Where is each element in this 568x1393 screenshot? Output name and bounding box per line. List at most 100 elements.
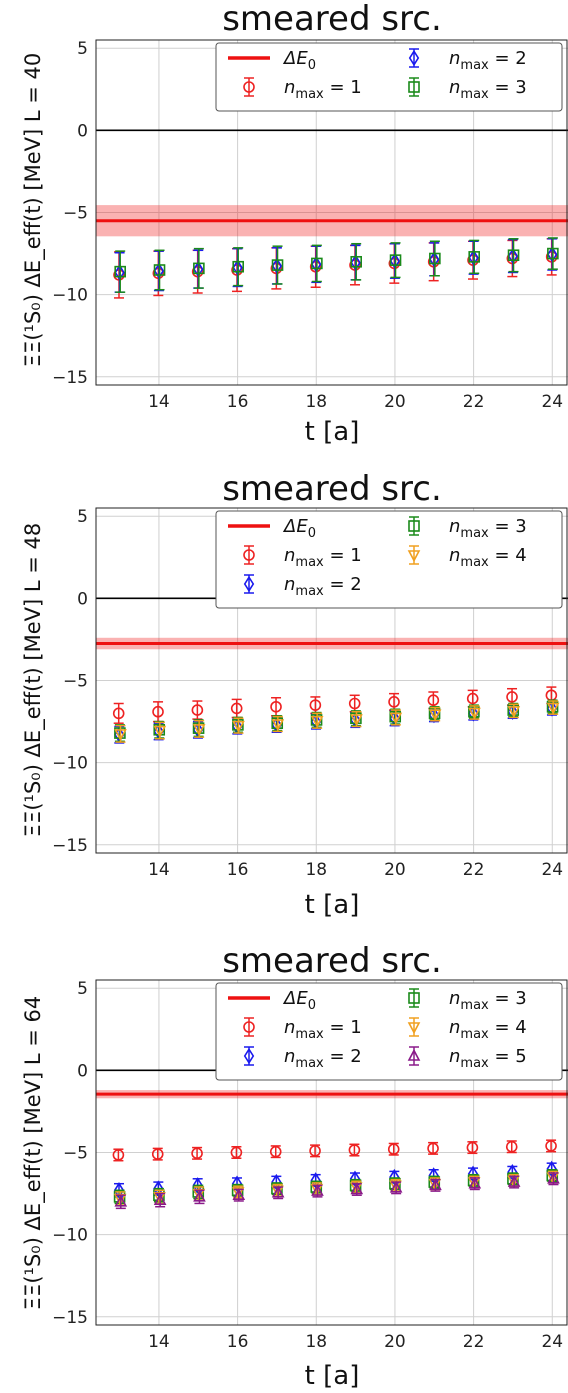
data-point xyxy=(389,254,402,266)
legend-label: nmax = 3 xyxy=(449,516,527,541)
x-tick-label: 14 xyxy=(148,860,170,880)
y-tick-label: −15 xyxy=(52,1308,88,1328)
panel-l40: smeared src. ΞΞ(¹S₀) ΔE_eff(t) [MeV] L =… xyxy=(21,0,442,447)
data-point xyxy=(507,706,521,719)
data-point xyxy=(151,1148,164,1160)
data-point xyxy=(507,1174,521,1187)
x-axis-label: t [a] xyxy=(305,890,360,920)
data-point xyxy=(505,1140,518,1153)
legend-marker xyxy=(243,1047,255,1065)
series-1 xyxy=(113,238,558,299)
legend-label: nmax = 1 xyxy=(284,1017,362,1042)
x-tick-label: 24 xyxy=(541,860,563,880)
legend-label: nmax = 2 xyxy=(449,48,527,73)
x-tick-label: 16 xyxy=(227,1332,249,1352)
data-point xyxy=(506,691,518,703)
series-3 xyxy=(114,237,559,293)
data-point xyxy=(389,1180,403,1193)
legend-marker xyxy=(243,575,255,593)
y-tick-label: −10 xyxy=(52,754,88,774)
legend-marker xyxy=(407,1022,421,1035)
data-point xyxy=(112,707,125,720)
legend-box xyxy=(215,42,563,112)
y-tick-label: −5 xyxy=(63,204,88,224)
series-2 xyxy=(114,238,558,293)
data-point xyxy=(350,255,363,268)
data-point xyxy=(114,1194,128,1207)
data-point xyxy=(191,1147,203,1160)
series-5 xyxy=(114,1171,560,1210)
legend-marker xyxy=(407,1048,421,1061)
data-point xyxy=(348,697,361,710)
y-tick-label: −5 xyxy=(63,672,88,692)
series-2 xyxy=(113,1160,557,1199)
legend-marker xyxy=(243,81,255,93)
y-tick-label: 5 xyxy=(77,507,88,527)
data-point xyxy=(429,252,441,265)
data-point xyxy=(269,1145,282,1158)
y-tick-label: 5 xyxy=(77,39,88,59)
data-point xyxy=(271,719,285,732)
data-point xyxy=(546,702,560,715)
data-point xyxy=(429,1178,442,1191)
x-tick-label: 18 xyxy=(305,860,327,880)
legend: ΔE0 nmax = 1 nmax = 2 nmax = 3 xyxy=(215,42,563,112)
x-tick-label: 20 xyxy=(384,1332,406,1352)
data-point xyxy=(192,724,206,737)
series-3 xyxy=(113,1169,559,1205)
x-tick-label: 22 xyxy=(463,860,485,880)
legend-label: nmax = 2 xyxy=(284,574,362,599)
data-point xyxy=(468,1176,482,1189)
series-4 xyxy=(113,1170,560,1206)
series-1 xyxy=(112,1139,557,1162)
plot-area: 14 16 18 20 22 24 5 0 −5 −10 −15 ΔE0 nmax = 1 nmax = … xyxy=(52,507,568,880)
y-tick-label: 0 xyxy=(77,589,88,609)
series-4 xyxy=(114,700,560,743)
data-point xyxy=(547,1171,560,1184)
data-point xyxy=(309,1145,321,1157)
series-3 xyxy=(114,699,559,743)
data-point xyxy=(153,1192,167,1205)
data-point xyxy=(230,702,243,715)
data-point xyxy=(311,1183,324,1196)
legend-box xyxy=(215,982,563,1081)
legend-marker xyxy=(243,1021,255,1033)
legend: ΔE0 nmax = 1 nmax = 2 nmax = 3 nmax = 4 nmax … xyxy=(215,982,563,1081)
x-tick-label: 20 xyxy=(384,860,406,880)
data-point xyxy=(466,1141,479,1154)
data-point xyxy=(271,259,284,271)
plot-frame xyxy=(95,39,568,386)
data-point xyxy=(310,715,324,728)
data-point xyxy=(112,1149,125,1161)
x-tick-label: 16 xyxy=(227,392,249,412)
data-point xyxy=(232,720,245,733)
data-point xyxy=(271,1185,285,1198)
x-axis-label: t [a] xyxy=(305,417,360,447)
data-point xyxy=(350,1182,364,1195)
chart-title: smeared src. xyxy=(222,469,442,509)
x-tick-label: 16 xyxy=(227,860,249,880)
data-point xyxy=(232,260,244,273)
data-point xyxy=(232,1187,246,1201)
y-tick-label: −10 xyxy=(52,286,88,306)
legend-label: ΔE0 xyxy=(282,516,316,541)
legend-label: ΔE0 xyxy=(282,988,316,1013)
legend-label: nmax = 1 xyxy=(284,545,362,570)
legend-marker xyxy=(243,549,255,561)
legend-label: nmax = 1 xyxy=(284,77,362,102)
legend-label: nmax = 5 xyxy=(449,1046,527,1071)
data-point xyxy=(311,257,323,270)
legend-marker xyxy=(408,81,420,93)
legend-box xyxy=(215,510,563,609)
data-point xyxy=(427,1142,439,1155)
series-1 xyxy=(112,686,558,724)
chart-title: smeared src. xyxy=(222,941,442,981)
data-point xyxy=(350,714,363,727)
y-axis-label: ΞΞ(¹S₀) ΔE_eff(t) [MeV] L = 40 xyxy=(21,53,46,367)
legend-marker xyxy=(408,49,420,67)
data-point xyxy=(388,696,400,708)
data-point xyxy=(270,700,282,713)
plot-frame xyxy=(95,507,568,854)
legend-label: nmax = 4 xyxy=(449,1017,527,1042)
legend: ΔE0 nmax = 1 nmax = 2 nmax = 3 nmax = 4 xyxy=(215,510,563,609)
